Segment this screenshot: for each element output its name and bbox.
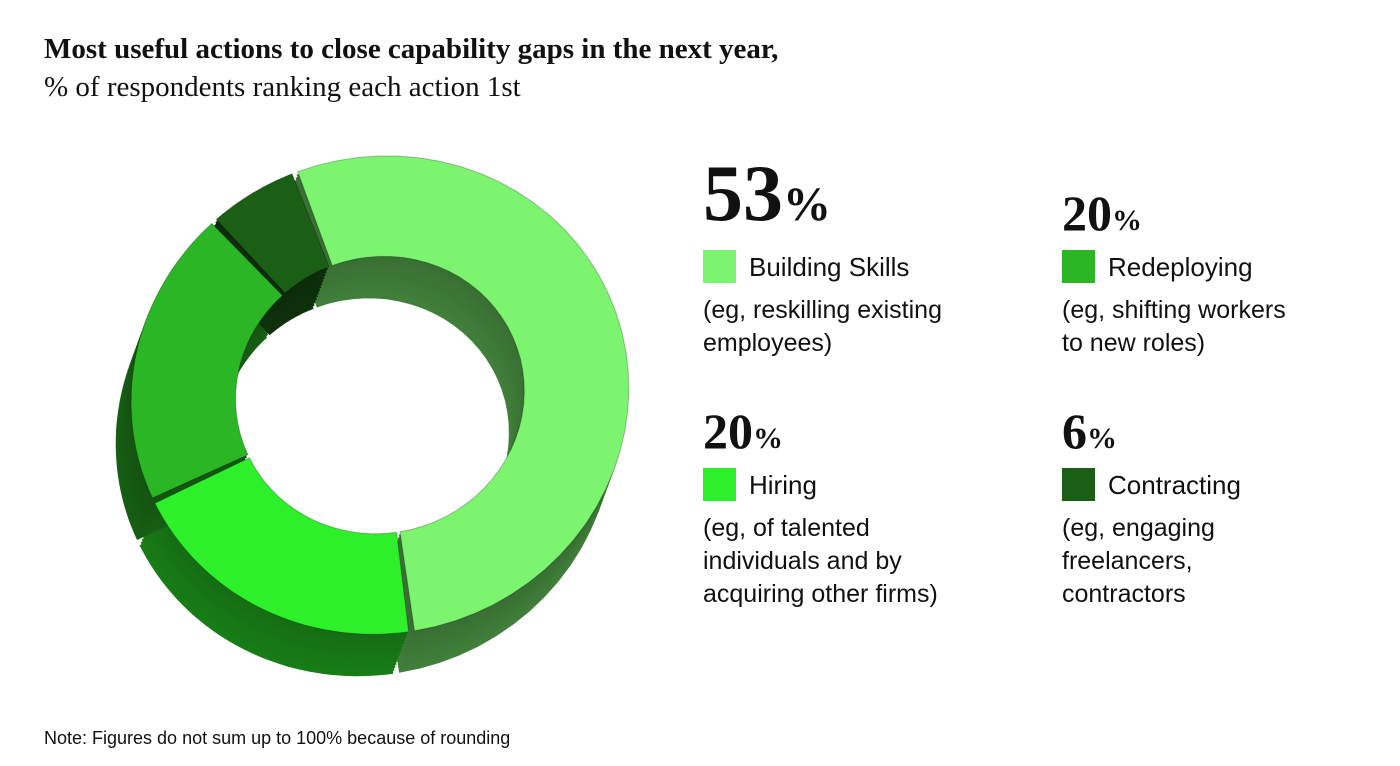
legend-description: contractors [1062, 580, 1186, 608]
legend-description: to new roles) [1062, 329, 1205, 357]
segment [215, 173, 330, 294]
legend-swatch [703, 468, 736, 501]
value-label: 6% [1062, 403, 1117, 459]
note: Note: Figures do not sum up to 100% beca… [44, 728, 510, 748]
legend-description: (eg, reskilling existing [703, 296, 942, 324]
legend-label: Hiring [749, 470, 817, 500]
legend-label: Redeploying [1108, 252, 1253, 282]
legend-description: (eg, of talented [703, 514, 870, 542]
legend-description: (eg, shifting workers [1062, 296, 1286, 324]
value-label: 20% [1062, 185, 1142, 241]
legend-label: Building Skills [749, 252, 909, 282]
segment [154, 457, 410, 635]
segment [297, 155, 630, 632]
value-label: 20% [703, 403, 783, 459]
legend-swatch [703, 250, 736, 283]
legend-description: acquiring other firms) [703, 580, 938, 608]
legend-description: (eg, engaging [1062, 514, 1215, 542]
legend-label: Contracting [1108, 470, 1241, 500]
chart-subtitle: % of respondents ranking each action 1st [44, 71, 521, 103]
legend-description: individuals and by [703, 547, 902, 575]
legend-swatch [1062, 468, 1095, 501]
chart-title: Most useful actions to close capability … [44, 33, 778, 65]
segment [130, 222, 284, 499]
legend-description: employees) [703, 329, 832, 357]
donut [130, 155, 630, 635]
value-label: 53% [703, 150, 831, 238]
legend-description: freelancers, [1062, 547, 1193, 575]
legend: 53% Building Skills (eg, reskilling existi… [703, 150, 1286, 608]
legend-swatch [1062, 250, 1095, 283]
